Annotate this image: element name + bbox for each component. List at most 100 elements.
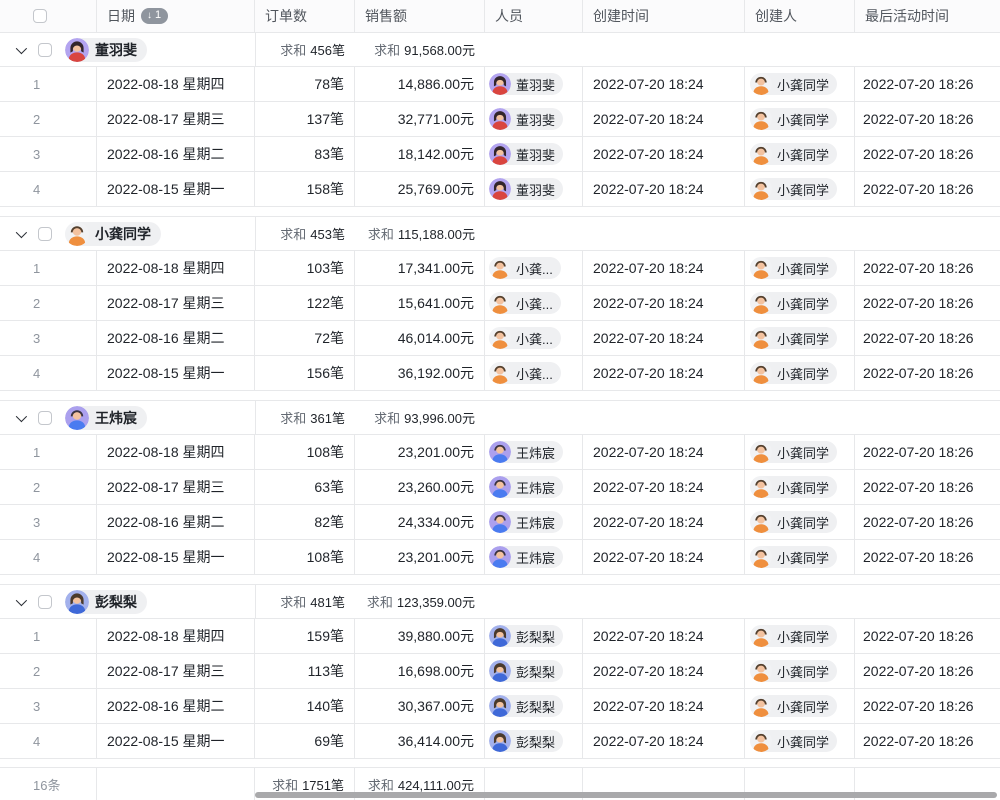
cell-creator[interactable]: 小龚同学	[745, 356, 855, 390]
person-pill[interactable]: 彭梨梨	[489, 695, 564, 717]
person-pill[interactable]: 小龚同学	[750, 327, 838, 349]
cell-creator[interactable]: 小龚同学	[745, 619, 855, 653]
person-pill[interactable]: 小龚...	[489, 362, 561, 384]
person-pill[interactable]: 董羽斐	[489, 143, 564, 165]
cell-orders[interactable]: 159笔	[255, 619, 355, 653]
horizontal-scrollbar[interactable]	[255, 792, 997, 798]
cell-sales[interactable]: 23,260.00元	[355, 470, 485, 504]
table-row[interactable]: 4 2022-08-15 星期一 156笔 36,192.00元 小龚... 2022-0…	[0, 356, 1000, 391]
cell-created[interactable]: 2022-07-20 18:24	[583, 356, 745, 390]
person-pill[interactable]: 小龚同学	[750, 476, 838, 498]
person-pill[interactable]: 小龚...	[489, 292, 561, 314]
table-row[interactable]: 3 2022-08-16 星期二 83笔 18,142.00元 董羽斐 2022-07-2…	[0, 137, 1000, 172]
select-all-checkbox[interactable]	[33, 9, 47, 23]
cell-last-active[interactable]: 2022-07-20 18:26	[863, 111, 974, 127]
cell-last-active[interactable]: 2022-07-20 18:26	[863, 628, 974, 644]
cell-orders[interactable]: 158笔	[255, 172, 355, 206]
cell-creator[interactable]: 小龚同学	[745, 689, 855, 723]
cell-last-active[interactable]: 2022-07-20 18:26	[863, 181, 974, 197]
column-header-creator[interactable]: 创建人	[745, 0, 855, 32]
cell-date[interactable]: 2022-08-16 星期二	[97, 689, 255, 723]
cell-sales[interactable]: 25,769.00元	[355, 172, 485, 206]
cell-date[interactable]: 2022-08-17 星期三	[97, 470, 255, 504]
column-header-last-active[interactable]: 最后活动时间	[865, 8, 949, 24]
table-row[interactable]: 1 2022-08-18 星期四 78笔 14,886.00元 董羽斐 2022-07-2…	[0, 67, 1000, 102]
person-pill[interactable]: 董羽斐	[489, 108, 564, 130]
column-header-created[interactable]: 创建时间	[583, 0, 745, 32]
cell-date[interactable]: 2022-08-17 星期三	[97, 286, 255, 320]
cell-date[interactable]: 2022-08-15 星期一	[97, 724, 255, 758]
cell-orders[interactable]: 63笔	[255, 470, 355, 504]
cell-created[interactable]: 2022-07-20 18:24	[583, 619, 745, 653]
cell-creator[interactable]: 小龚同学	[745, 251, 855, 285]
cell-orders[interactable]: 82笔	[255, 505, 355, 539]
cell-person[interactable]: 小龚...	[485, 251, 583, 285]
person-pill[interactable]: 小龚同学	[65, 221, 161, 246]
person-pill[interactable]: 董羽斐	[489, 73, 564, 95]
cell-created[interactable]: 2022-07-20 18:24	[583, 724, 745, 758]
cell-person[interactable]: 彭梨梨	[485, 619, 583, 653]
cell-sales[interactable]: 39,880.00元	[355, 619, 485, 653]
column-header-person[interactable]: 人员	[485, 0, 583, 32]
group-select-checkbox[interactable]	[38, 410, 52, 425]
person-pill[interactable]: 小龚同学	[750, 178, 838, 200]
cell-creator[interactable]: 小龚同学	[745, 724, 855, 758]
group-select-checkbox[interactable]	[38, 226, 52, 241]
table-row[interactable]: 1 2022-08-18 星期四 159笔 39,880.00元 彭梨梨 2022-07-…	[0, 619, 1000, 654]
cell-person[interactable]: 彭梨梨	[485, 724, 583, 758]
cell-orders[interactable]: 103笔	[255, 251, 355, 285]
cell-person[interactable]: 王炜宸	[485, 505, 583, 539]
person-pill[interactable]: 小龚同学	[750, 257, 838, 279]
column-header-orders[interactable]: 订单数	[255, 0, 355, 32]
column-header-sales[interactable]: 销售额	[355, 0, 485, 32]
cell-sales[interactable]: 24,334.00元	[355, 505, 485, 539]
cell-orders[interactable]: 137笔	[255, 102, 355, 136]
cell-date[interactable]: 2022-08-15 星期一	[97, 356, 255, 390]
cell-last-active[interactable]: 2022-07-20 18:26	[863, 365, 974, 381]
cell-person[interactable]: 小龚...	[485, 356, 583, 390]
sort-badge[interactable]: ↓ 1	[141, 8, 169, 24]
table-row[interactable]: 1 2022-08-18 星期四 108笔 23,201.00元 王炜宸 2022-07-…	[0, 435, 1000, 470]
cell-created[interactable]: 2022-07-20 18:24	[583, 654, 745, 688]
table-row[interactable]: 3 2022-08-16 星期二 82笔 24,334.00元 王炜宸 2022-07-2…	[0, 505, 1000, 540]
cell-date[interactable]: 2022-08-16 星期二	[97, 321, 255, 355]
cell-person[interactable]: 董羽斐	[485, 137, 583, 171]
cell-sales[interactable]: 30,367.00元	[355, 689, 485, 723]
cell-last-active[interactable]: 2022-07-20 18:26	[863, 733, 974, 749]
cell-last-active[interactable]: 2022-07-20 18:26	[863, 260, 974, 276]
person-pill[interactable]: 彭梨梨	[489, 625, 564, 647]
person-pill[interactable]: 王炜宸	[65, 405, 147, 430]
cell-orders[interactable]: 83笔	[255, 137, 355, 171]
cell-creator[interactable]: 小龚同学	[745, 321, 855, 355]
table-row[interactable]: 3 2022-08-16 星期二 72笔 46,014.00元 小龚... 2022-07…	[0, 321, 1000, 356]
cell-created[interactable]: 2022-07-20 18:24	[583, 67, 745, 101]
cell-person[interactable]: 王炜宸	[485, 470, 583, 504]
person-pill[interactable]: 小龚同学	[750, 143, 838, 165]
cell-creator[interactable]: 小龚同学	[745, 540, 855, 574]
cell-last-active[interactable]: 2022-07-20 18:26	[863, 549, 974, 565]
cell-orders[interactable]: 78笔	[255, 67, 355, 101]
person-pill[interactable]: 彭梨梨	[489, 730, 564, 752]
person-pill[interactable]: 小龚同学	[750, 511, 838, 533]
cell-created[interactable]: 2022-07-20 18:24	[583, 470, 745, 504]
cell-date[interactable]: 2022-08-16 星期二	[97, 137, 255, 171]
cell-date[interactable]: 2022-08-15 星期一	[97, 172, 255, 206]
table-row[interactable]: 2 2022-08-17 星期三 122笔 15,641.00元 小龚... 2022-0…	[0, 286, 1000, 321]
cell-sales[interactable]: 23,201.00元	[355, 540, 485, 574]
cell-last-active[interactable]: 2022-07-20 18:26	[863, 514, 974, 530]
person-pill[interactable]: 小龚同学	[750, 73, 838, 95]
cell-orders[interactable]: 156笔	[255, 356, 355, 390]
cell-creator[interactable]: 小龚同学	[745, 435, 855, 469]
cell-creator[interactable]: 小龚同学	[745, 102, 855, 136]
cell-created[interactable]: 2022-07-20 18:24	[583, 321, 745, 355]
cell-person[interactable]: 小龚...	[485, 286, 583, 320]
chevron-down-icon[interactable]	[15, 410, 28, 422]
cell-sales[interactable]: 23,201.00元	[355, 435, 485, 469]
cell-sales[interactable]: 36,414.00元	[355, 724, 485, 758]
cell-person[interactable]: 董羽斐	[485, 172, 583, 206]
person-pill[interactable]: 小龚同学	[750, 108, 838, 130]
chevron-down-icon[interactable]	[15, 594, 28, 606]
cell-sales[interactable]: 16,698.00元	[355, 654, 485, 688]
table-row[interactable]: 1 2022-08-18 星期四 103笔 17,341.00元 小龚... 2022-0…	[0, 251, 1000, 286]
person-pill[interactable]: 彭梨梨	[489, 660, 564, 682]
